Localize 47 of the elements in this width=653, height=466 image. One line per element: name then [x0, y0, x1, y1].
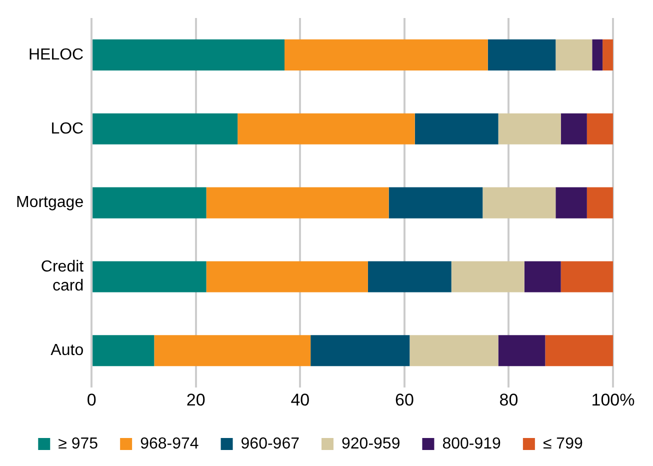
x-tick-label: 0: [86, 390, 96, 410]
legend-label: ≥ 975: [58, 435, 98, 452]
x-tick-label: 100%: [591, 390, 635, 410]
bar: [92, 261, 206, 292]
y-tick-label: Mortgage: [16, 194, 84, 212]
bar: [310, 335, 410, 366]
bar: [92, 39, 285, 70]
legend-label: 968-974: [140, 435, 199, 452]
y-tick-label: HELOC: [28, 46, 84, 64]
bar: [92, 187, 206, 218]
bar: [586, 187, 613, 218]
x-tick-label: 60: [394, 390, 414, 410]
bar: [545, 335, 613, 366]
bar: [586, 113, 613, 144]
bar: [368, 261, 452, 292]
legend-label: ≤ 799: [542, 435, 583, 452]
legend-label: 800-919: [442, 435, 502, 452]
bar: [524, 261, 561, 292]
y-tick-label: LOC: [50, 120, 84, 138]
bar: [498, 113, 561, 144]
x-tick-label: 40: [290, 390, 310, 410]
legend-label: 920-959: [342, 435, 400, 452]
y-tick-label: Auto: [50, 342, 84, 360]
bar: [556, 187, 587, 218]
bar: [482, 187, 556, 218]
x-tick-label: 80: [499, 390, 518, 410]
bar: [498, 335, 546, 366]
bar: [206, 187, 389, 218]
bar: [414, 113, 498, 144]
bar: [602, 39, 613, 70]
bar: [560, 113, 587, 144]
bar: [206, 261, 368, 292]
bar: [488, 39, 556, 70]
bar: [451, 261, 524, 292]
bar: [92, 335, 154, 366]
bar: [410, 335, 498, 366]
y-tick-label: Credit card: [40, 258, 84, 295]
bar: [154, 335, 311, 366]
bar: [560, 261, 613, 292]
bar: [388, 187, 483, 218]
bar: [592, 39, 603, 70]
bar: [238, 113, 415, 144]
x-tick-label: 20: [186, 390, 206, 410]
legend-label: 960-967: [240, 435, 300, 452]
bar: [284, 39, 488, 70]
bar: [92, 113, 238, 144]
bar: [556, 39, 592, 70]
